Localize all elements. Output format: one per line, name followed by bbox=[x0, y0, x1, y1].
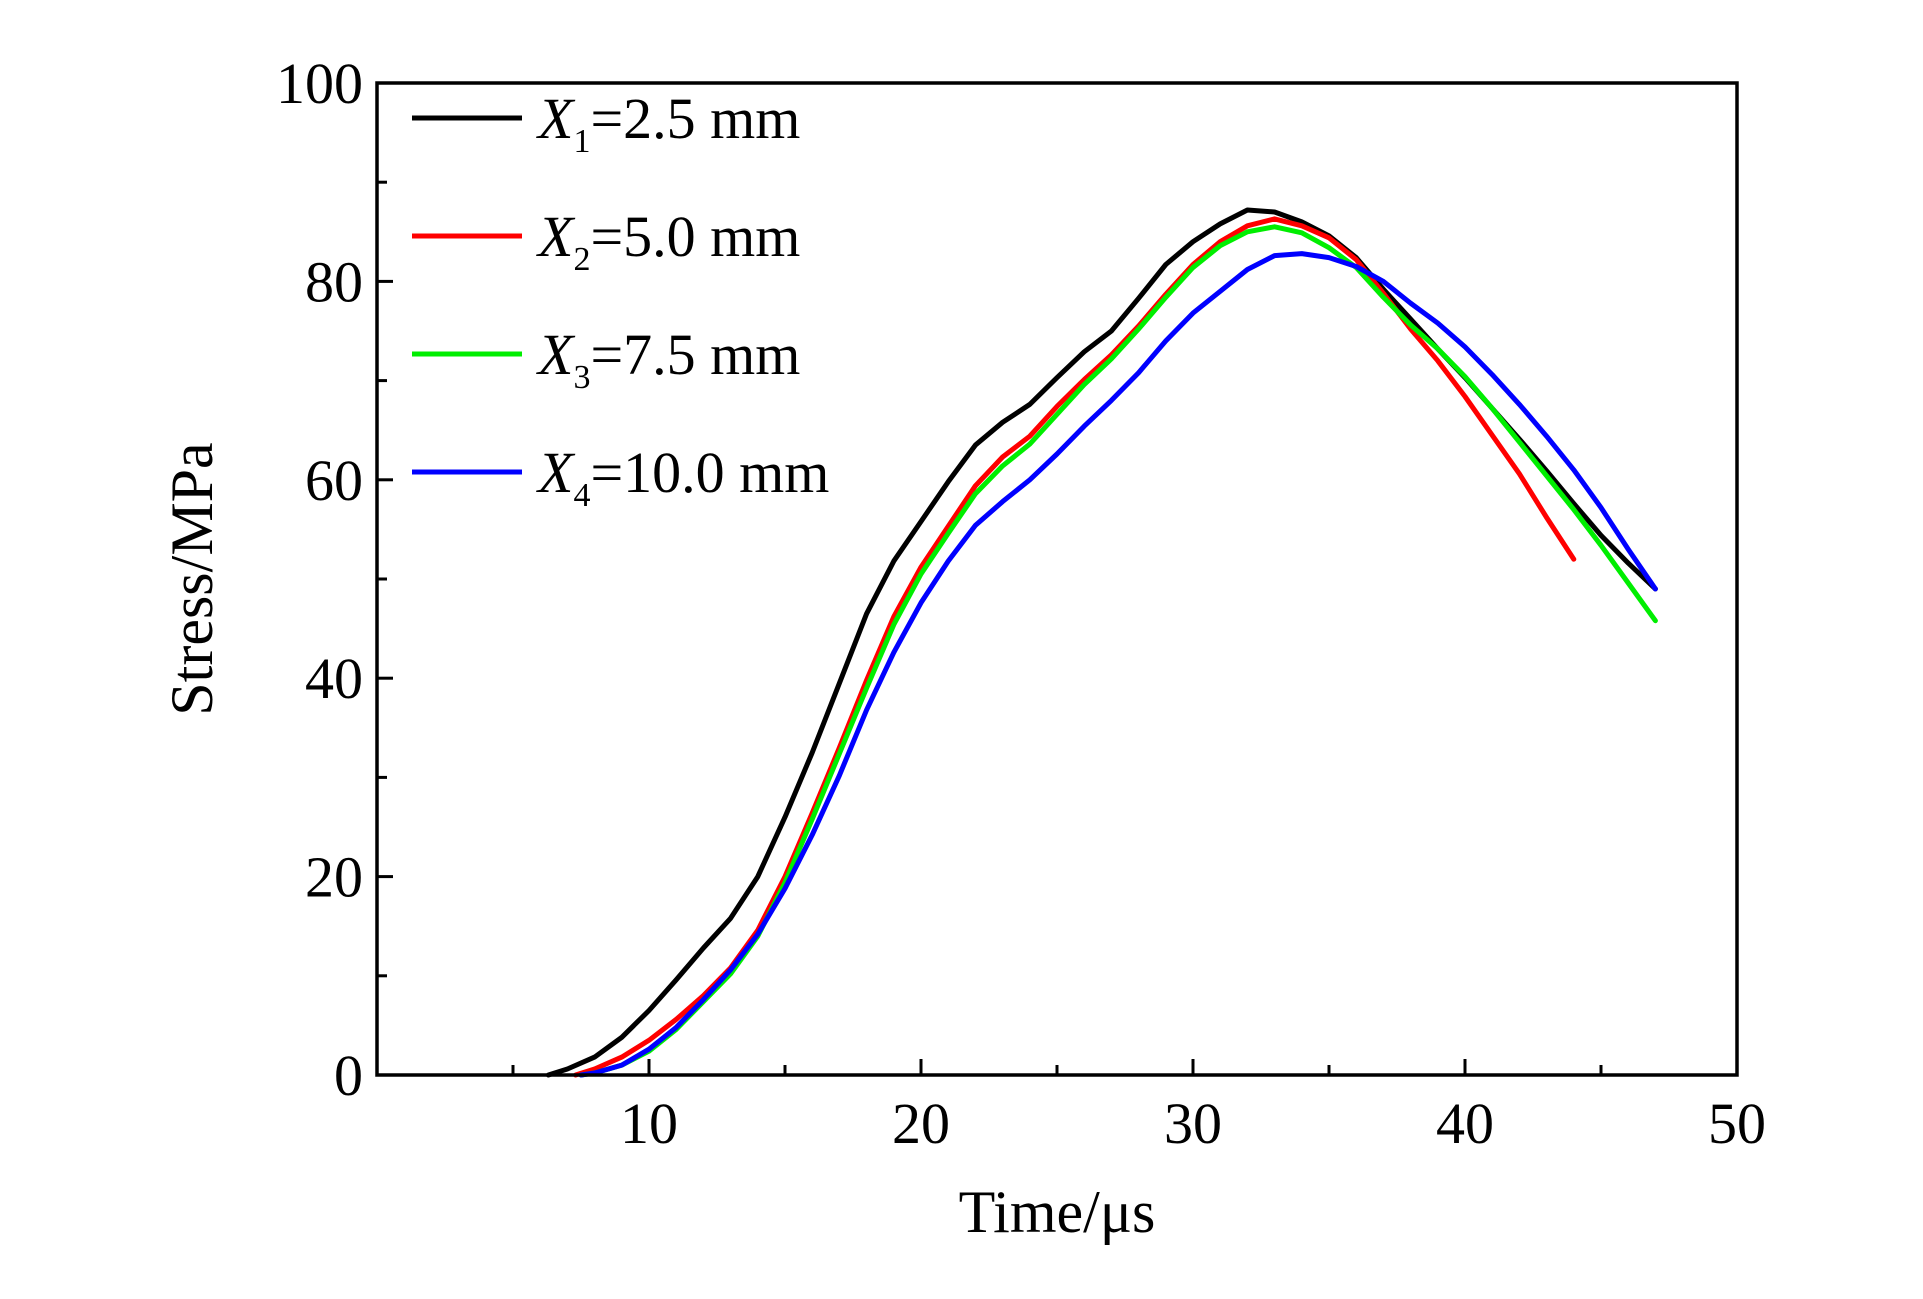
y-axis-title: Stress/MPa bbox=[159, 442, 225, 715]
axes-layer: 10 20 30 40 50 0 20 40 60 80 100 bbox=[276, 51, 1766, 1156]
x-axis-title: Time/μs bbox=[959, 1179, 1156, 1245]
series-layer bbox=[545, 207, 1658, 1078]
x-tick-label: 20 bbox=[892, 1091, 950, 1156]
legend-label-4: X4=10.0 mm bbox=[536, 440, 829, 514]
y-tick-label: 80 bbox=[305, 249, 363, 314]
x-tick-label: 40 bbox=[1436, 1091, 1494, 1156]
plot-frame bbox=[375, 81, 1739, 1077]
legend-label-1: X1=2.5 mm bbox=[536, 86, 800, 160]
series-line-4 bbox=[578, 251, 1658, 1078]
y-tick-label: 40 bbox=[305, 646, 363, 711]
x-tick-label: 30 bbox=[1164, 1091, 1222, 1156]
legend-label-2: X2=5.0 mm bbox=[536, 204, 800, 278]
x-tick-label: 10 bbox=[620, 1091, 678, 1156]
y-tick-label: 100 bbox=[276, 51, 363, 116]
legend-label-3: X3=7.5 mm bbox=[536, 322, 800, 396]
y-tick-label: 20 bbox=[305, 845, 363, 910]
x-tick-label: 50 bbox=[1708, 1091, 1766, 1156]
y-tick-label: 0 bbox=[334, 1043, 363, 1108]
y-tick-label: 60 bbox=[305, 448, 363, 513]
legend: X1=2.5 mm X2=5.0 mm X3=7.5 mm X4=10.0 mm bbox=[412, 86, 829, 514]
